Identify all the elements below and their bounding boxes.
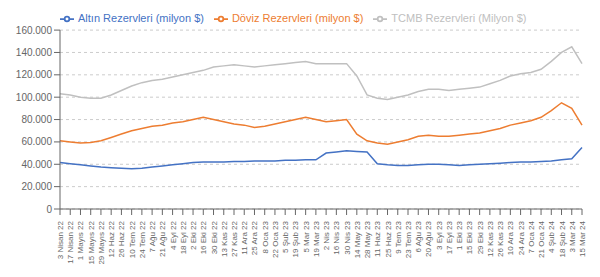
svg-text:16 Eki 22: 16 Eki 22 (199, 220, 208, 254)
svg-text:14 May 23: 14 May 23 (353, 220, 362, 258)
svg-text:15 Mayıs 22: 15 Mayıs 22 (87, 220, 96, 264)
svg-text:5 Mar 23: 5 Mar 23 (302, 220, 311, 252)
svg-text:3 Eyl 23: 3 Eyl 23 (435, 220, 444, 249)
svg-text:9 Tem 23: 9 Tem 23 (394, 220, 403, 253)
svg-text:7 Ağu 22: 7 Ağu 22 (148, 220, 157, 252)
svg-text:160.000: 160.000 (16, 25, 53, 36)
svg-text:29 Mayıs 22: 29 Mayıs 22 (97, 220, 106, 264)
html-text:Altın Rezervleri (milyon $): Altın Rezervleri (milyon $) (78, 12, 204, 24)
svg-text:3 Nisan 22: 3 Nisan 22 (56, 220, 65, 259)
html-text:Döviz Rezervleri (milyon $): Döviz Rezervleri (milyon $) (231, 12, 364, 24)
svg-text:27 Kas 22: 27 Kas 22 (230, 220, 239, 257)
svg-text:8 Oca 23: 8 Oca 23 (261, 220, 270, 253)
svg-text:30 Nis 23: 30 Nis 23 (343, 220, 352, 254)
svg-text:12 Kas 23: 12 Kas 23 (486, 220, 495, 257)
svg-text:24 Tem 22: 24 Tem 22 (138, 220, 147, 258)
svg-text:17 Nisan 22: 17 Nisan 22 (66, 220, 75, 263)
svg-text:10 Tem 22: 10 Tem 22 (128, 220, 137, 258)
svg-text:2 Nis 23: 2 Nis 23 (322, 220, 331, 250)
svg-text:6 Ağu 23: 6 Ağu 23 (414, 220, 423, 252)
svg-text:25 Ara 22: 25 Ara 22 (250, 220, 259, 255)
svg-text:18 Eyl 22: 18 Eyl 22 (179, 220, 188, 254)
svg-text:19 Şub 23: 19 Şub 23 (291, 220, 300, 257)
svg-text:18 Şub 24: 18 Şub 24 (558, 220, 567, 257)
svg-text:4 Şub 24: 4 Şub 24 (547, 220, 556, 253)
html-text:TCMB Rezervleri (Milyon $): TCMB Rezervleri (Milyon $) (391, 12, 527, 24)
svg-text:1 Eki 23: 1 Eki 23 (455, 220, 464, 249)
svg-text:12 Haz 22: 12 Haz 22 (107, 220, 116, 257)
svg-text:25 Haz 23: 25 Haz 23 (384, 220, 393, 257)
svg-text:3 Mar 24: 3 Mar 24 (568, 220, 577, 252)
svg-text:24 Ara 23: 24 Ara 23 (517, 220, 526, 255)
svg-text:30 Eki 22: 30 Eki 22 (210, 220, 219, 254)
svg-text:11 Ara 22: 11 Ara 22 (240, 220, 249, 254)
svg-text:15 Mar 24: 15 Mar 24 (578, 220, 587, 257)
svg-text:1 Mayıs 22: 1 Mayıs 22 (76, 220, 85, 260)
svg-text:4 Eyl 22: 4 Eyl 22 (169, 220, 178, 249)
svg-text:13 Kas 22: 13 Kas 22 (220, 220, 229, 257)
svg-text:60.000: 60.000 (21, 136, 52, 147)
svg-text:23 Tem 23: 23 Tem 23 (404, 220, 413, 258)
svg-text:0: 0 (46, 204, 52, 215)
svg-text:26 Haz 22: 26 Haz 22 (117, 220, 126, 257)
svg-text:16 Nis 23: 16 Nis 23 (332, 220, 341, 254)
svg-text:28 May 23: 28 May 23 (363, 220, 372, 258)
svg-text:100.000: 100.000 (16, 92, 53, 103)
svg-text:19 Mar 23: 19 Mar 23 (312, 220, 321, 257)
svg-text:10 Ara 23: 10 Ara 23 (506, 220, 515, 255)
svg-text:5 Şub 23: 5 Şub 23 (281, 220, 290, 253)
svg-text:21 Ağu 22: 21 Ağu 22 (158, 220, 167, 257)
svg-text:29 Eki 23: 29 Eki 23 (476, 220, 485, 254)
svg-text:80.000: 80.000 (21, 114, 52, 125)
svg-text:17 Eyl 23: 17 Eyl 23 (445, 220, 454, 254)
svg-text:2 Eki 22: 2 Eki 22 (189, 220, 198, 249)
svg-text:20.000: 20.000 (21, 181, 52, 192)
svg-text:40.000: 40.000 (21, 159, 52, 170)
svg-text:120.000: 120.000 (16, 69, 53, 80)
svg-text:20 Ağu 23: 20 Ağu 23 (424, 220, 433, 257)
svg-text:7 Oca 24: 7 Oca 24 (527, 220, 536, 253)
svg-text:26 Kas 23: 26 Kas 23 (496, 220, 505, 257)
svg-text:140.000: 140.000 (16, 47, 53, 58)
svg-text:11 Haz 23: 11 Haz 23 (373, 220, 382, 256)
svg-text:21 Oca 24: 21 Oca 24 (537, 220, 546, 257)
svg-text:22 Oca 23: 22 Oca 23 (271, 220, 280, 257)
svg-text:15 Eki 23: 15 Eki 23 (465, 220, 474, 254)
